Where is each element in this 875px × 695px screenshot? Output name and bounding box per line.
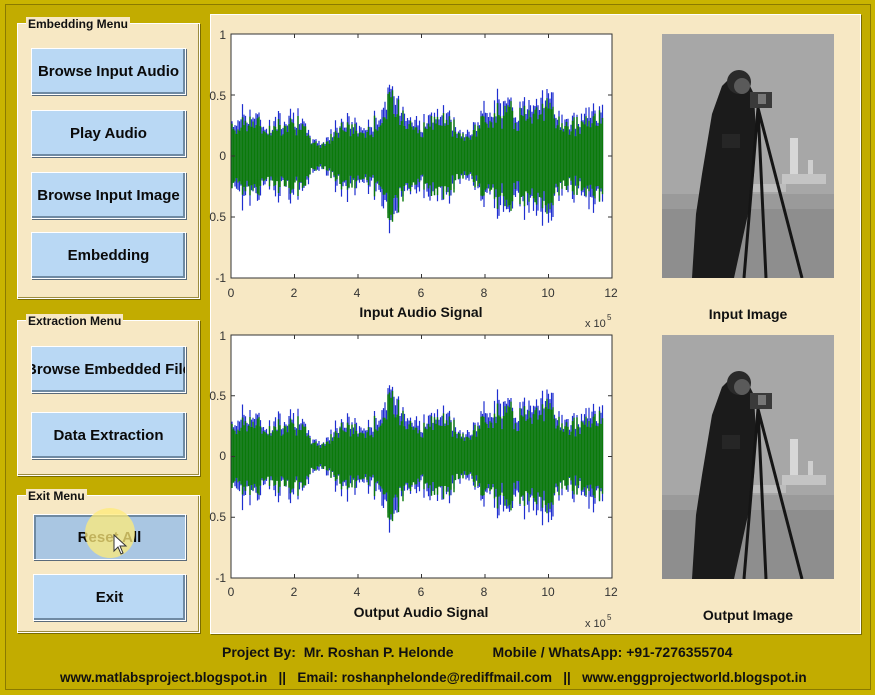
input-x-tick-0: 0	[228, 286, 235, 300]
output-x-tick-5: 10	[541, 585, 555, 599]
output-y-tick-1: 0.5	[209, 389, 226, 403]
data-extraction-button[interactable]: Data Extraction	[31, 412, 186, 459]
cameraman-photo-output	[662, 335, 834, 579]
browse-input-image-button[interactable]: Browse Input Image	[31, 172, 186, 219]
input-x-tick-5: 10	[541, 286, 555, 300]
output-y-tick-3: 0.5	[209, 510, 226, 524]
output-x-multiplier: x 10	[585, 618, 606, 630]
output-plot-title: Output Audio Signal	[354, 604, 489, 620]
input-ticks	[230, 33, 613, 279]
output-x-tick-2: 4	[354, 585, 361, 599]
mouse-cursor-icon	[113, 534, 128, 555]
input-x-multiplier-exp: 5	[607, 313, 612, 322]
output-x-tick-1: 2	[291, 585, 298, 599]
output-x-multiplier-exp: 5	[607, 613, 612, 622]
input-x-tick-2: 4	[354, 286, 361, 300]
input-image-caption: Input Image	[708, 306, 788, 322]
input-y-tick-3: 0.5	[209, 210, 226, 224]
output-y-tick-2: 0	[219, 449, 226, 463]
exit-button[interactable]: Exit	[33, 574, 186, 621]
input-image	[662, 34, 834, 278]
output-image-caption: Output Image	[702, 607, 794, 623]
browse-embedded-file-button[interactable]: Browse Embedded File	[31, 346, 186, 393]
output-y-tick-4: -1	[215, 571, 226, 585]
play-audio-button[interactable]: Play Audio	[31, 110, 186, 157]
embedding-menu-title: Embedding Menu	[26, 17, 130, 31]
embedding-button[interactable]: Embedding	[31, 232, 186, 279]
exit-menu-title: Exit Menu	[26, 489, 87, 503]
output-ticks	[230, 334, 613, 579]
extraction-menu-title: Extraction Menu	[26, 314, 124, 328]
input-y-tick-1: 0.5	[209, 89, 226, 103]
input-y-tick-2: 0	[219, 149, 226, 163]
output-image	[662, 335, 834, 579]
input-x-tick-4: 8	[481, 286, 488, 300]
output-x-tick-6: 12	[604, 585, 618, 599]
footer-links: www.matlabsproject.blogspot.in || Email:…	[60, 670, 807, 685]
input-x-tick-1: 2	[291, 286, 298, 300]
output-x-tick-3: 6	[418, 585, 425, 599]
input-audio-axes: 1 0.5 0 0.5 -1 0 2 4 6 8 10 12 Input Aud…	[209, 28, 618, 330]
input-plot-title: Input Audio Signal	[359, 304, 482, 320]
click-highlight	[85, 508, 135, 558]
output-y-tick-0: 1	[219, 329, 226, 343]
footer-credits: Project By: Mr. Roshan P. Helonde Mobile…	[222, 644, 733, 660]
output-audio-axes: 1 0.5 0 0.5 -1 0 2 4 6 8 10 12 Output Au…	[209, 329, 618, 630]
input-x-multiplier: x 10	[585, 318, 606, 330]
output-x-tick-4: 8	[481, 585, 488, 599]
browse-input-audio-button[interactable]: Browse Input Audio	[31, 48, 186, 95]
input-y-tick-0: 1	[219, 28, 226, 42]
input-x-tick-6: 12	[604, 286, 618, 300]
input-y-tick-4: -1	[215, 271, 226, 285]
output-x-tick-0: 0	[228, 585, 235, 599]
input-x-tick-3: 6	[418, 286, 425, 300]
cameraman-photo-input	[662, 34, 834, 278]
